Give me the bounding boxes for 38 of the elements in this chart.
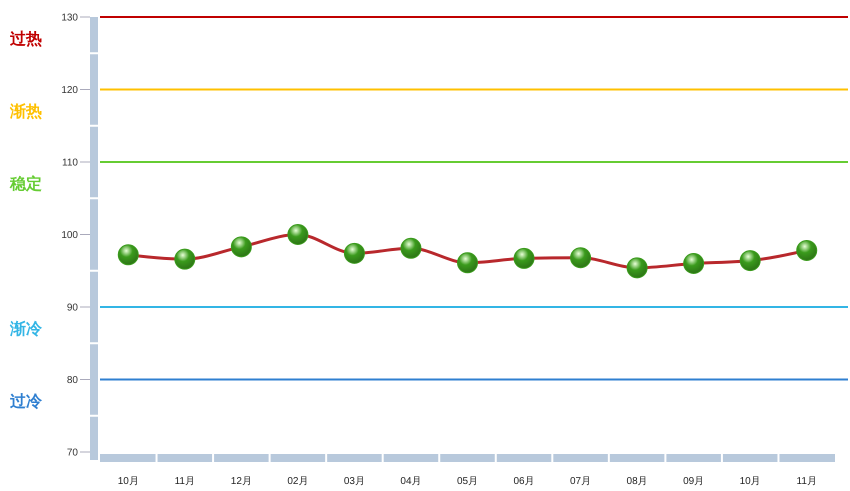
point [740,250,761,272]
point [344,242,365,264]
point [683,253,704,274]
x-tick-label: 04月 [400,476,422,487]
y-tick-label: 110 [62,158,78,168]
x-tick-label: 05月 [456,476,478,487]
x-tick-label: 03月 [344,476,365,487]
point [514,248,535,269]
y-tick-label: 70 [66,448,78,458]
x-tick-label: 10月 [740,476,761,487]
x-tick-label: 09月 [683,476,704,487]
y-tick-label: 120 [61,85,78,96]
y-tick-label: 80 [66,375,78,386]
point [287,224,308,245]
point [400,238,422,259]
ref-line-label: 过热 [9,29,42,48]
y-tick-label: 130 [61,12,78,24]
y-tick-label: 90 [66,302,78,314]
x-tick-label: 10月 [118,476,139,487]
ref-line-label: 渐热 [9,102,42,120]
x-tick-label: 11月 [174,476,196,487]
point [457,252,478,274]
y-tick-label: 100 [61,230,78,241]
point [118,244,139,266]
x-tick-label: 08月 [626,476,648,487]
point [570,247,592,268]
x-tick-label: 12月 [230,476,252,487]
ref-line-label: 稳定 [9,174,42,193]
point [174,248,196,270]
point [230,236,252,258]
ref-line-label: 渐冷 [9,319,43,338]
point [796,240,818,261]
point [626,257,648,278]
ref-line-label: 过冷 [9,392,43,410]
x-tick-label: 06月 [513,476,535,487]
x-tick-label: 11月 [796,476,817,487]
x-tick-label: 02月 [287,476,308,487]
x-tick-label: 07月 [570,476,592,487]
